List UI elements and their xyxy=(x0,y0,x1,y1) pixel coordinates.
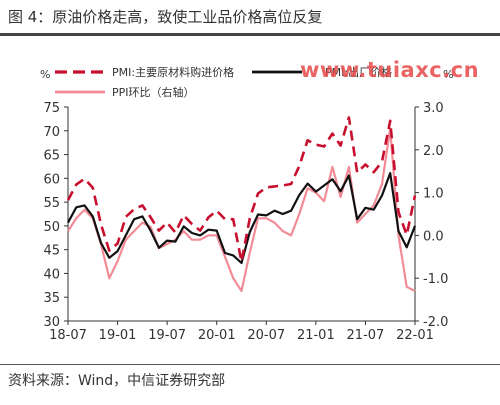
left-tick-label: 65 xyxy=(43,149,60,164)
left-tick-label: 30 xyxy=(43,315,60,330)
title-divider xyxy=(0,33,500,36)
left-tick-label: 70 xyxy=(43,125,60,140)
left-tick-label: 35 xyxy=(43,291,60,306)
series-ppi-mom xyxy=(67,127,416,293)
x-tick-label: 19-07 xyxy=(148,328,186,343)
legend-label-1: PMI:主要原材料购进价格 xyxy=(112,65,234,79)
right-tick-label: 0.0 xyxy=(423,229,444,244)
left-tick-label: 75 xyxy=(43,101,60,116)
x-tick-label: 19-01 xyxy=(99,328,137,343)
series-pmi-output-price xyxy=(67,172,417,265)
right-tick-label: 3.0 xyxy=(423,101,444,116)
line-chart: 30 35 40 45 50 55 60 65 70 75 -2.0 -1.0 0.0 1.0 2.0 3.0… xyxy=(40,65,453,343)
x-tick-label: 21-07 xyxy=(347,328,385,343)
right-unit-label: % xyxy=(443,68,453,81)
x-tick-label: 20-01 xyxy=(198,328,236,343)
legend-label-3: PPI环比（右轴） xyxy=(112,85,195,99)
right-tick-label: 1.0 xyxy=(423,187,444,202)
x-tick-label: 22-01 xyxy=(396,328,434,343)
left-tick-label: 45 xyxy=(43,244,60,259)
left-tick-label: 60 xyxy=(43,172,60,187)
series-pmi-input-price xyxy=(66,116,417,263)
source-divider xyxy=(0,364,500,365)
figure-title: 图 4：原油价格走高，致使工业品价格高位反复 xyxy=(8,8,323,26)
source-note: 资料来源：Wind，中信证券研究部 xyxy=(8,373,226,389)
x-tick-label: 20-07 xyxy=(247,328,285,343)
left-tick-label: 40 xyxy=(43,267,60,282)
left-tick-label: 50 xyxy=(43,220,60,235)
right-tick-label: -2.0 xyxy=(423,315,448,330)
left-tick-label: 55 xyxy=(43,196,60,211)
x-tick-label: 18-07 xyxy=(49,328,87,343)
legend-label-2: PMI:出厂价格 xyxy=(325,65,392,79)
right-tick-label: 2.0 xyxy=(423,144,444,159)
watermark: www.tuiaxc.cn xyxy=(300,58,480,82)
left-unit-label: % xyxy=(40,68,50,81)
x-tick-label: 21-01 xyxy=(297,328,335,343)
right-tick-label: -1.0 xyxy=(423,272,448,287)
